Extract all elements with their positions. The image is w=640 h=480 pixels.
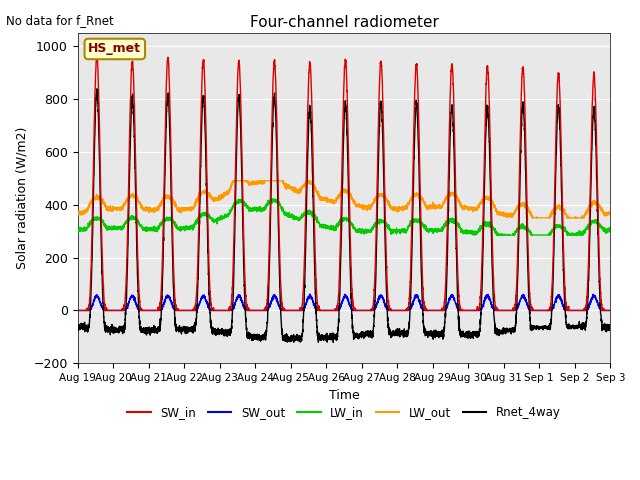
Text: No data for f_Rnet: No data for f_Rnet: [6, 14, 114, 27]
Text: HS_met: HS_met: [88, 43, 141, 56]
Title: Four-channel radiometer: Four-channel radiometer: [250, 15, 438, 30]
X-axis label: Time: Time: [328, 389, 359, 402]
Legend: SW_in, SW_out, LW_in, LW_out, Rnet_4way: SW_in, SW_out, LW_in, LW_out, Rnet_4way: [122, 401, 565, 424]
Y-axis label: Solar radiation (W/m2): Solar radiation (W/m2): [15, 127, 28, 269]
